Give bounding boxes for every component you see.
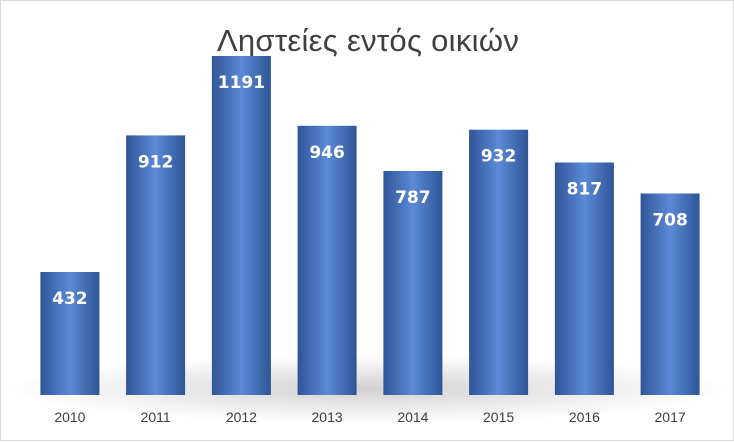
data-label-2013: 946 [309,143,345,163]
bar-2017 [640,193,700,395]
x-axis-ticks: 2010 2011 2012 2013 2014 2015 2016 2017 [54,409,686,425]
x-tick-label-2014: 2014 [397,409,428,425]
data-label-2017: 708 [652,211,688,231]
data-label-2010: 432 [52,289,88,309]
data-label-2015: 932 [481,147,517,167]
bars-group: 432 912 1191 946 787 932 817 708 [40,56,700,396]
floor-shadow [8,355,728,423]
bar-2010 [40,272,100,395]
x-tick-label-2015: 2015 [483,409,514,425]
x-tick-label-2010: 2010 [54,409,85,425]
data-label-2016: 817 [567,180,603,200]
chart-title: Ληστείες εντός οικιών [216,23,520,58]
data-label-2014: 787 [395,188,431,208]
bar-2011 [126,135,186,395]
x-tick-label-2017: 2017 [655,409,686,425]
x-tick-label-2013: 2013 [312,409,343,425]
bar-2012 [211,56,271,395]
bar-2014 [383,171,443,395]
x-tick-label-2016: 2016 [569,409,600,425]
data-label-2011: 912 [138,152,174,172]
bar-2013 [297,125,357,396]
bar-2015 [469,129,529,395]
x-tick-label-2011: 2011 [141,409,171,425]
bar-2016 [554,162,614,395]
x-tick-label-2012: 2012 [226,409,257,425]
data-label-2012: 1191 [218,73,265,93]
